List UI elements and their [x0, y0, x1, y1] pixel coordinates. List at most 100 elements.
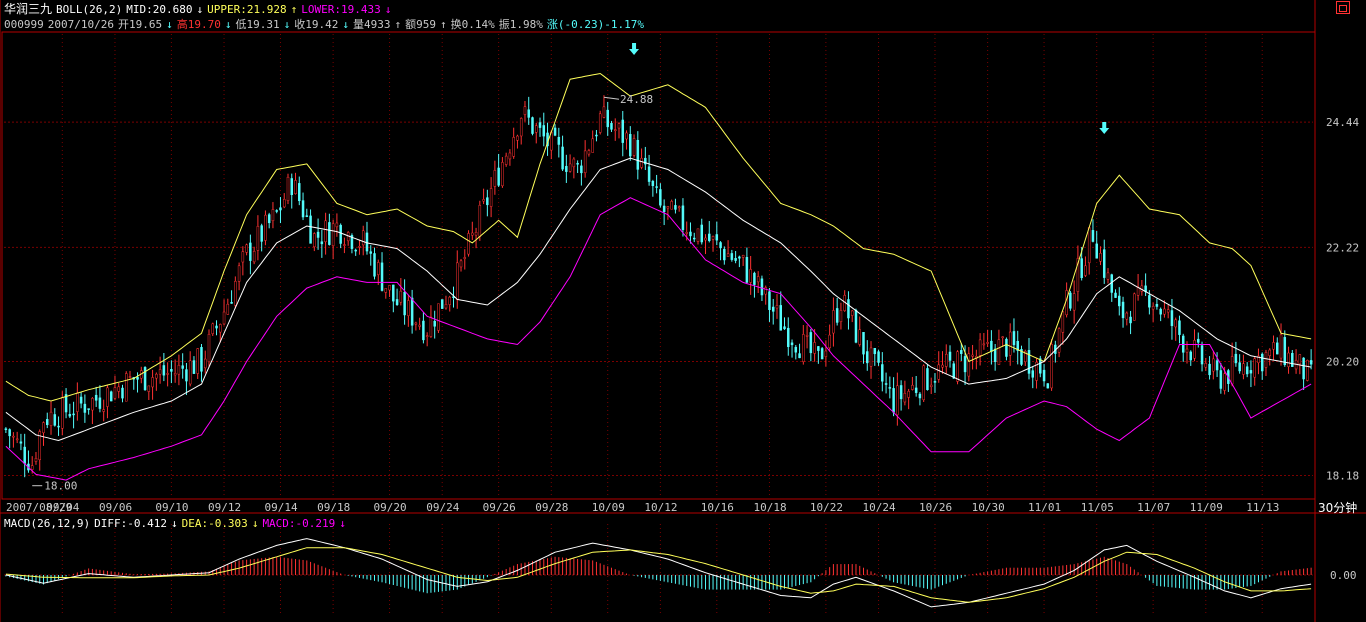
candle-body[interactable]	[1005, 338, 1008, 357]
candle-body[interactable]	[358, 246, 361, 248]
candle-body[interactable]	[215, 325, 218, 329]
candle-body[interactable]	[598, 113, 602, 133]
candle-body[interactable]	[425, 335, 429, 337]
candle-body[interactable]	[775, 305, 779, 309]
candle-body[interactable]	[847, 299, 850, 319]
candle-body[interactable]	[1212, 358, 1215, 372]
candle-body[interactable]	[324, 220, 327, 242]
candle-body[interactable]	[1001, 336, 1004, 339]
candle-body[interactable]	[467, 233, 470, 255]
candle-body[interactable]	[471, 232, 474, 236]
candle-body[interactable]	[237, 265, 241, 282]
candle-body[interactable]	[1151, 305, 1155, 310]
candle-body[interactable]	[708, 233, 711, 242]
candle-body[interactable]	[1061, 311, 1065, 333]
candle-body[interactable]	[621, 119, 625, 143]
candle-body[interactable]	[877, 351, 880, 363]
candle-body[interactable]	[817, 346, 820, 351]
candle-body[interactable]	[19, 441, 23, 444]
candle-body[interactable]	[659, 189, 662, 206]
candle-body[interactable]	[1102, 249, 1106, 278]
candle-body[interactable]	[1200, 345, 1204, 365]
candle-body[interactable]	[884, 383, 888, 385]
candle-body[interactable]	[858, 329, 861, 345]
candle-body[interactable]	[46, 419, 49, 426]
candle-body[interactable]	[888, 387, 892, 389]
candle-body[interactable]	[711, 236, 715, 240]
candle-body[interactable]	[1031, 370, 1035, 378]
candle-body[interactable]	[256, 226, 260, 251]
candle-body[interactable]	[463, 257, 467, 259]
candle-body[interactable]	[535, 125, 538, 133]
candle-body[interactable]	[298, 183, 301, 202]
candle-body[interactable]	[422, 320, 425, 341]
candle-body[interactable]	[1087, 227, 1091, 264]
candle-body[interactable]	[151, 377, 154, 388]
candle-body[interactable]	[109, 391, 113, 402]
candle-body[interactable]	[696, 228, 700, 242]
candle-body[interactable]	[918, 393, 922, 399]
candle-body[interactable]	[666, 206, 670, 209]
candle-body[interactable]	[188, 360, 192, 385]
candle-body[interactable]	[91, 398, 94, 411]
candle-body[interactable]	[234, 281, 237, 306]
candle-body[interactable]	[881, 364, 884, 382]
candle-body[interactable]	[1159, 308, 1162, 315]
candle-body[interactable]	[456, 262, 459, 300]
candle-body[interactable]	[377, 262, 380, 275]
candle-body[interactable]	[1170, 310, 1174, 327]
candle-body[interactable]	[53, 414, 57, 426]
candle-body[interactable]	[557, 136, 561, 145]
candle-body[interactable]	[516, 135, 519, 141]
candle-body[interactable]	[1204, 362, 1208, 368]
candle-body[interactable]	[399, 290, 403, 303]
candle-body[interactable]	[1283, 337, 1287, 366]
candle-body[interactable]	[1091, 230, 1095, 242]
candle-body[interactable]	[700, 224, 704, 243]
candle-body[interactable]	[1185, 348, 1189, 353]
candle-body[interactable]	[76, 392, 79, 412]
candle-body[interactable]	[68, 414, 72, 417]
candle-body[interactable]	[64, 394, 68, 413]
candle-body[interactable]	[779, 305, 782, 331]
candle-body[interactable]	[832, 310, 835, 334]
candle-body[interactable]	[813, 342, 816, 354]
candle-body[interactable]	[967, 353, 971, 377]
candle-body[interactable]	[226, 303, 230, 315]
candle-body[interactable]	[738, 256, 741, 259]
candle-body[interactable]	[267, 214, 271, 224]
candle-body[interactable]	[1121, 301, 1125, 319]
candle-body[interactable]	[1069, 292, 1072, 309]
restore-icon[interactable]	[1336, 1, 1350, 14]
candle-body[interactable]	[997, 339, 1001, 365]
candle-body[interactable]	[1223, 373, 1226, 391]
candle-body[interactable]	[1287, 352, 1290, 367]
candle-body[interactable]	[542, 125, 546, 137]
candle-body[interactable]	[49, 411, 53, 426]
candle-body[interactable]	[850, 310, 854, 316]
candle-body[interactable]	[866, 351, 869, 364]
candle-body[interactable]	[681, 205, 685, 230]
candle-body[interactable]	[211, 323, 215, 334]
candle-body[interactable]	[572, 158, 576, 168]
candle-body[interactable]	[689, 231, 692, 237]
candle-body[interactable]	[1023, 350, 1027, 363]
candle-body[interactable]	[606, 109, 609, 128]
candle-body[interactable]	[113, 387, 117, 399]
candle-body[interactable]	[395, 299, 399, 305]
candle-body[interactable]	[971, 354, 974, 357]
candle-body[interactable]	[106, 387, 109, 407]
candle-body[interactable]	[907, 391, 910, 398]
candle-body[interactable]	[610, 123, 613, 130]
candle-body[interactable]	[128, 376, 132, 378]
candle-body[interactable]	[587, 150, 591, 155]
candle-body[interactable]	[1084, 265, 1087, 276]
candle-body[interactable]	[1163, 308, 1166, 315]
candle-body[interactable]	[200, 347, 203, 372]
candle-body[interactable]	[365, 232, 369, 252]
candle-body[interactable]	[1257, 355, 1260, 363]
candle-body[interactable]	[185, 369, 188, 382]
candle-body[interactable]	[1230, 356, 1234, 385]
candle-body[interactable]	[553, 127, 557, 136]
candle-body[interactable]	[230, 302, 233, 304]
